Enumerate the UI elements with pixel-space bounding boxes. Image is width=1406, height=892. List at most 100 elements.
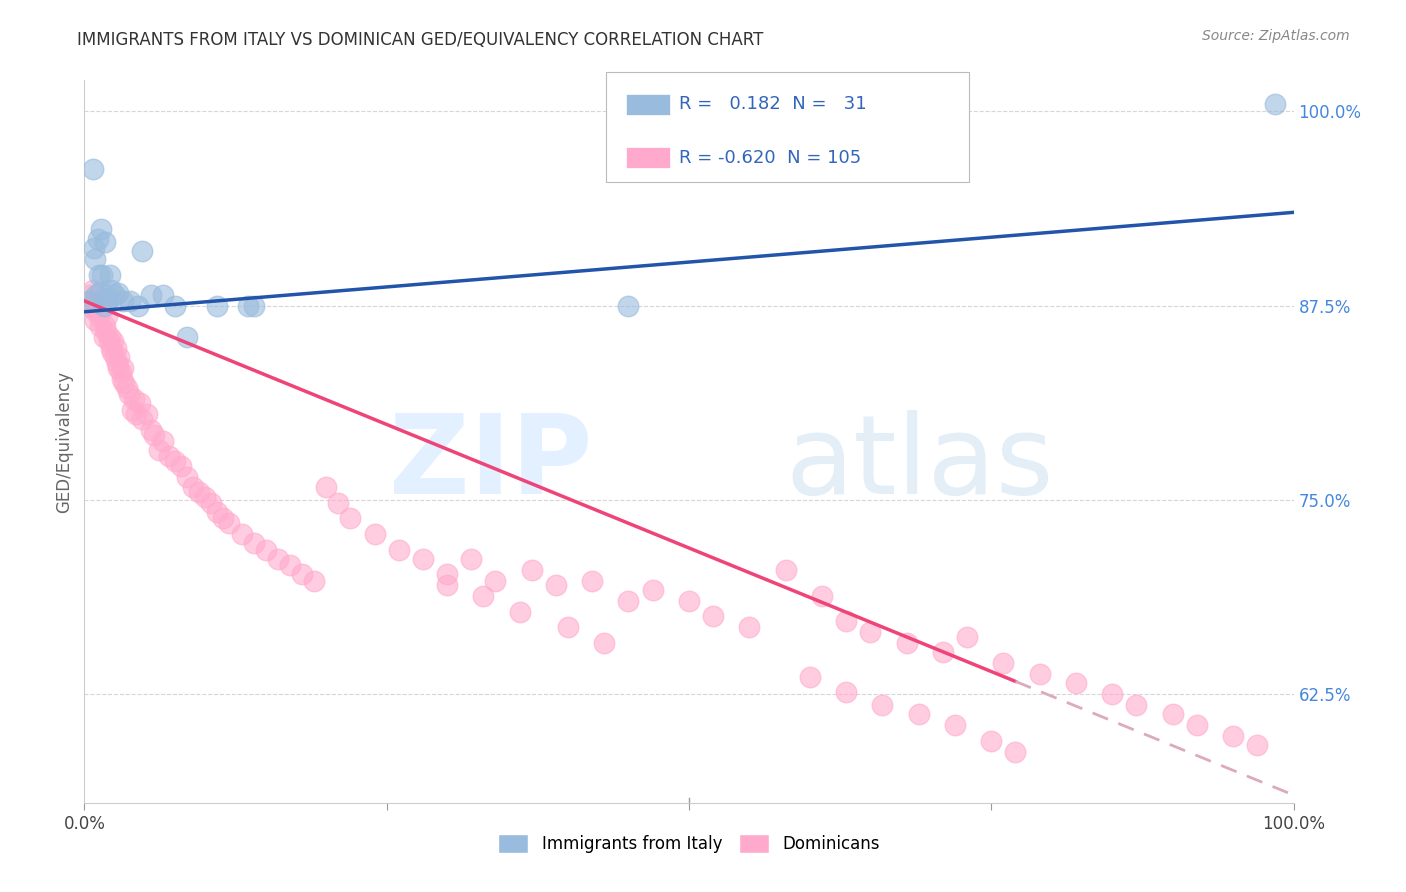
Point: [89, 285, 111, 299]
Point: [131, 244, 153, 259]
Point: [86, 305, 108, 319]
Point: [212, 511, 235, 525]
Point: [932, 645, 955, 659]
Point: [94, 287, 117, 301]
Point: [956, 630, 979, 644]
Point: [98, 329, 121, 343]
Point: [200, 496, 222, 510]
Point: [907, 707, 929, 722]
Point: [120, 293, 142, 308]
Point: [1125, 698, 1147, 712]
Point: [231, 527, 253, 541]
Point: [557, 620, 579, 634]
Point: [165, 454, 187, 468]
Point: [100, 283, 122, 297]
Point: [122, 392, 145, 406]
Point: [90, 222, 112, 236]
Point: [104, 341, 127, 355]
Point: [83, 241, 105, 255]
Point: [96, 293, 118, 308]
Point: [80, 293, 103, 308]
Point: [86, 232, 108, 246]
Point: [242, 299, 264, 313]
Point: [1222, 729, 1244, 743]
Point: [242, 536, 264, 550]
Legend: Immigrants from Italy, Dominicans: Immigrants from Italy, Dominicans: [492, 827, 886, 860]
Point: [328, 496, 350, 510]
Point: [86, 299, 108, 313]
Point: [115, 381, 138, 395]
Point: [107, 360, 129, 375]
Point: [811, 589, 834, 603]
Point: [110, 365, 132, 379]
Point: [872, 698, 894, 712]
Point: [101, 345, 124, 359]
Point: [194, 490, 217, 504]
Point: [94, 235, 117, 249]
Point: [105, 356, 128, 370]
Point: [509, 605, 531, 619]
Point: [112, 376, 135, 391]
Point: [678, 594, 700, 608]
Point: [859, 624, 882, 639]
Point: [94, 325, 117, 339]
Point: [278, 558, 301, 572]
Point: [93, 299, 115, 313]
Point: [188, 485, 211, 500]
Point: [94, 318, 117, 333]
Point: [121, 402, 143, 417]
Point: [363, 527, 385, 541]
Point: [90, 299, 112, 313]
Point: [176, 329, 198, 343]
Point: [103, 334, 125, 349]
Point: [111, 371, 134, 385]
Text: atlas: atlas: [786, 409, 1054, 516]
Point: [315, 480, 337, 494]
Point: [436, 578, 458, 592]
Point: [544, 578, 567, 592]
Point: [302, 574, 325, 588]
Point: [93, 329, 115, 343]
Point: [108, 350, 131, 364]
Point: [207, 299, 229, 313]
Point: [1064, 676, 1087, 690]
Point: [520, 563, 543, 577]
Point: [107, 286, 129, 301]
Point: [775, 563, 797, 577]
Point: [943, 718, 966, 732]
Point: [207, 505, 229, 519]
Point: [89, 318, 111, 333]
Text: ZIP: ZIP: [389, 409, 592, 516]
Point: [218, 516, 240, 530]
Point: [96, 310, 118, 324]
Point: [799, 670, 821, 684]
Point: [980, 733, 1002, 747]
Point: [84, 252, 107, 266]
Point: [236, 299, 259, 313]
Point: [388, 542, 411, 557]
Point: [97, 334, 120, 349]
Point: [267, 552, 290, 566]
Point: [77, 293, 100, 308]
Point: [254, 542, 277, 557]
Point: [170, 458, 193, 473]
Point: [181, 480, 204, 494]
Point: [993, 656, 1015, 670]
Point: [79, 287, 101, 301]
Point: [460, 552, 482, 566]
Point: [152, 434, 174, 448]
Point: [100, 341, 122, 355]
Point: [339, 511, 361, 525]
Point: [1246, 739, 1268, 753]
Text: Source: ZipAtlas.com: Source: ZipAtlas.com: [1202, 29, 1350, 43]
Point: [91, 303, 114, 318]
Point: [436, 567, 458, 582]
Point: [148, 443, 170, 458]
Point: [127, 299, 149, 313]
Text: R =   0.182  N =   31: R = 0.182 N = 31: [679, 95, 866, 113]
Point: [1004, 745, 1026, 759]
Point: [617, 299, 640, 313]
Point: [136, 408, 159, 422]
Point: [143, 427, 166, 442]
Point: [112, 293, 135, 308]
